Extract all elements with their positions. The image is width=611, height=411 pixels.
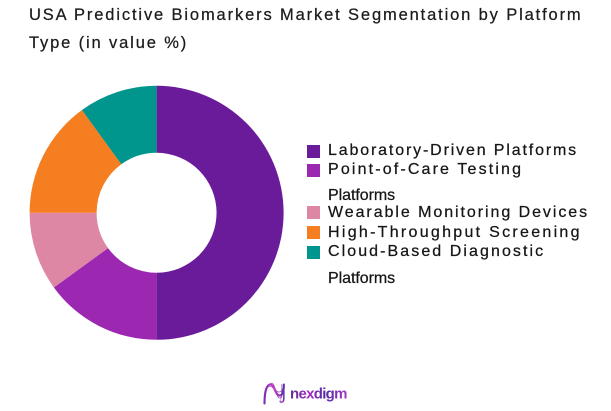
svg-text:nexdigm: nexdigm <box>290 386 347 403</box>
